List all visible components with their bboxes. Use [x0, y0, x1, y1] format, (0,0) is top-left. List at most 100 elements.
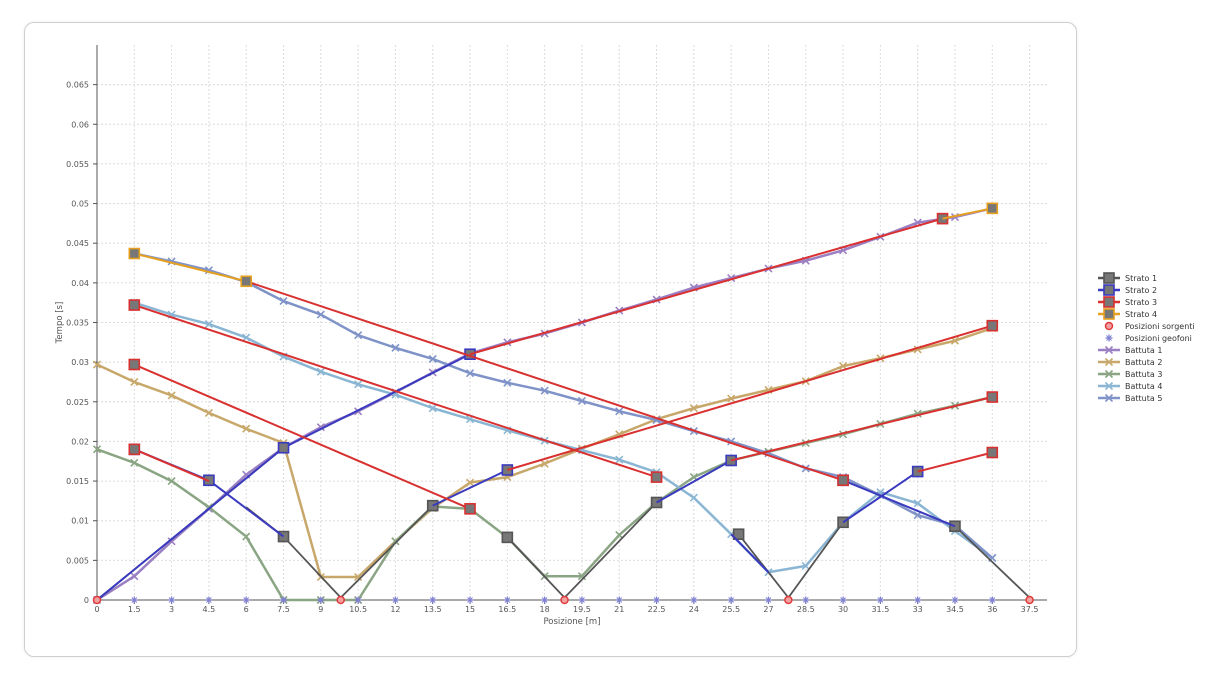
data-point — [1025, 595, 1034, 605]
y-tick-label: 0.035 — [66, 319, 89, 328]
data-point — [167, 537, 176, 546]
data-point — [503, 378, 512, 387]
legend-label: Strato 1 — [1125, 274, 1157, 283]
series-battuta-4 — [130, 298, 997, 577]
data-point — [615, 596, 623, 604]
data-point — [727, 394, 736, 403]
legend-label: Battuta 2 — [1125, 358, 1162, 367]
data-point — [279, 297, 288, 306]
data-point — [501, 531, 514, 544]
series-segment — [133, 363, 471, 510]
y-tick-label: 0.025 — [66, 398, 89, 407]
legend-item-posizioni-geofoni: Posizioni geofoni — [1105, 334, 1192, 343]
data-point — [577, 572, 587, 581]
legend-item-strato-3: Strato 3 — [1098, 296, 1157, 308]
series-line — [134, 252, 994, 559]
data-point — [503, 596, 511, 604]
data-point — [354, 331, 363, 340]
legend-label: Posizioni geofoni — [1125, 334, 1192, 343]
data-point — [242, 532, 251, 541]
legend-label: Battuta 1 — [1125, 346, 1162, 355]
data-point — [801, 561, 810, 570]
legend-marker — [1104, 345, 1114, 355]
data-point — [336, 595, 345, 605]
data-point — [92, 360, 102, 369]
data-point — [540, 459, 549, 468]
x-tick-label: 33 — [913, 605, 923, 614]
data-point — [689, 404, 698, 413]
data-point — [128, 299, 141, 311]
data-point — [732, 528, 745, 540]
legend-item-battuta-1: Battuta 1 — [1098, 345, 1162, 355]
data-point — [92, 445, 102, 454]
series-segment — [134, 252, 247, 283]
legend-label: Battuta 3 — [1125, 370, 1162, 379]
x-tick-label: 3 — [169, 605, 174, 614]
data-point — [464, 503, 476, 515]
data-point — [615, 455, 624, 464]
y-tick-label: 0.045 — [66, 239, 89, 248]
legend-marker — [1104, 369, 1114, 379]
series-segment — [954, 525, 1031, 599]
x-tick-label: 15 — [465, 605, 475, 614]
data-point — [280, 596, 288, 604]
series-segment — [283, 353, 471, 449]
x-tick-label: 9 — [318, 605, 323, 614]
data-point — [391, 596, 399, 604]
data-point — [240, 275, 253, 288]
data-point — [986, 391, 999, 403]
y-tick-label: 0.05 — [71, 200, 89, 209]
legend-label: Posizioni sorgenti — [1125, 322, 1195, 331]
legend-marker — [1104, 381, 1114, 391]
data-point — [242, 333, 251, 342]
data-point — [465, 369, 475, 378]
x-tick-label: 4.5 — [203, 605, 216, 614]
x-tick-label: 30 — [838, 605, 848, 614]
data-point — [727, 596, 735, 604]
data-point — [277, 441, 290, 454]
legend-label: Strato 3 — [1125, 298, 1157, 307]
data-point — [128, 443, 141, 456]
series-segment — [842, 470, 919, 524]
legend-item-battuta-4: Battuta 4 — [1098, 381, 1162, 391]
data-point — [913, 499, 922, 508]
data-point — [204, 320, 213, 329]
data-point — [577, 396, 587, 406]
data-point — [951, 596, 959, 604]
legend-item-posizioni-sorgenti: Posizioni sorgenti — [1104, 321, 1195, 331]
series-posizioni-sorgenti — [92, 595, 1034, 605]
data-point — [914, 596, 922, 604]
data-point — [578, 596, 586, 604]
data-point — [316, 367, 325, 376]
x-tick-label: 36 — [987, 605, 997, 614]
data-point — [429, 596, 437, 604]
x-tick-label: 24 — [689, 605, 699, 614]
y-tick-label: 0.005 — [66, 556, 89, 565]
data-point — [354, 380, 363, 389]
legend-label: Strato 2 — [1125, 286, 1157, 295]
data-point — [130, 377, 139, 387]
x-axis-label: Posizione [m] — [543, 617, 600, 627]
y-tick-label: 0.015 — [66, 477, 89, 486]
data-point — [168, 596, 176, 604]
data-point — [242, 424, 251, 433]
legend-marker — [1103, 308, 1115, 320]
series-segment — [942, 207, 993, 220]
plot-area — [92, 202, 1034, 605]
y-tick-label: 0.065 — [66, 81, 89, 90]
x-tick-label: 31.5 — [871, 605, 889, 614]
x-tick-label: 6 — [244, 605, 249, 614]
legend-marker — [1103, 296, 1115, 308]
x-tick-label: 27 — [763, 605, 773, 614]
series-segment — [842, 479, 956, 528]
data-point — [560, 595, 569, 605]
data-point — [540, 386, 549, 395]
legend-marker — [1104, 357, 1114, 367]
y-tick-label: 0.02 — [71, 437, 89, 446]
y-tick-label: 0.055 — [66, 160, 89, 169]
x-tick-label: 0 — [94, 605, 99, 614]
series-segment — [133, 448, 210, 482]
series-segment — [917, 451, 993, 473]
x-tick-label: 13.5 — [424, 605, 442, 614]
legend-item-battuta-5: Battuta 5 — [1098, 393, 1162, 403]
